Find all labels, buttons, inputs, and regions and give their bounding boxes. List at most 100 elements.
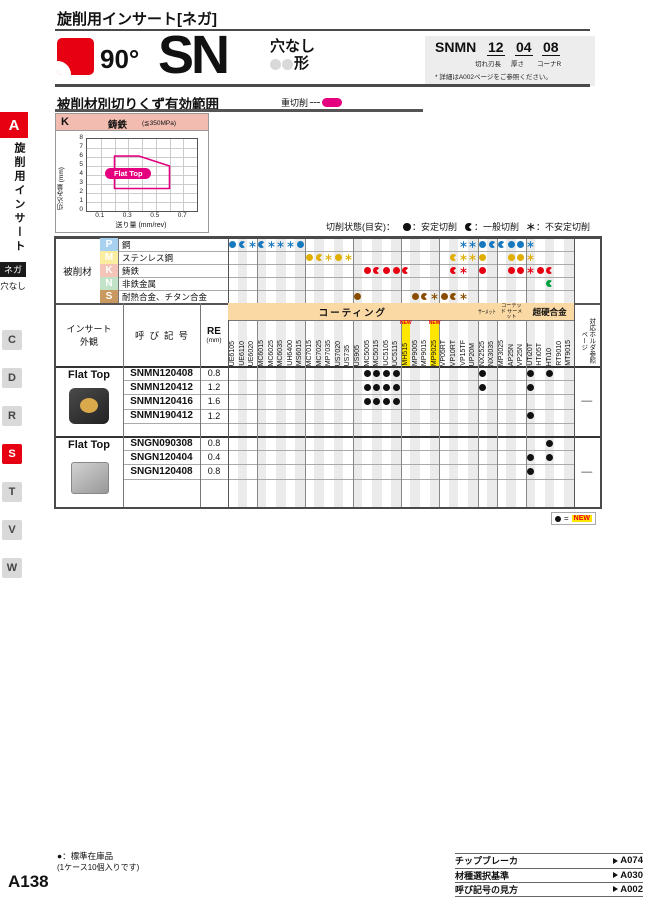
mark-stable-icon bbox=[334, 254, 342, 261]
mark-stable-icon bbox=[373, 383, 381, 391]
sidebar-tab-w[interactable]: W bbox=[2, 558, 22, 578]
table-hline bbox=[100, 251, 574, 252]
mark-general-icon bbox=[450, 267, 458, 274]
reference-link-a002[interactable]: 呼び記号の見方 A002 bbox=[455, 882, 643, 897]
mark-unstable-icon bbox=[527, 253, 534, 261]
grade-label: MP9005 bbox=[411, 339, 419, 366]
mark-general-icon bbox=[238, 241, 246, 248]
stock-note-line1: ●：標準在庫品 bbox=[57, 851, 114, 861]
grade-label: VP05RT bbox=[440, 339, 448, 366]
re-cell: 0.8 bbox=[207, 466, 221, 477]
y-tick-label: 7 bbox=[79, 143, 83, 150]
mark-stable-icon bbox=[363, 369, 371, 377]
designation-cell: SNGN090308 bbox=[130, 437, 193, 449]
heavy-cutting-leader bbox=[310, 102, 321, 103]
shape-icon-cut bbox=[57, 61, 71, 75]
sidebar-tab-nega[interactable]: ネガ bbox=[0, 262, 26, 277]
shape-suffix-row: 形 bbox=[270, 55, 315, 73]
sidebar-index-letter[interactable]: A bbox=[0, 112, 28, 138]
grade-label: MH515 bbox=[402, 343, 410, 366]
mark-stable-icon bbox=[507, 241, 515, 248]
column-stripe bbox=[276, 238, 286, 303]
column-stripe bbox=[468, 320, 478, 507]
grade-column-RT9010: RT9010 bbox=[554, 320, 564, 366]
section-title: 被削材別切りくず有効範囲 bbox=[57, 97, 219, 112]
table-vline bbox=[352, 238, 354, 507]
column-stripe bbox=[352, 320, 363, 507]
mark-stable-icon bbox=[478, 267, 486, 274]
table-hline bbox=[123, 478, 574, 480]
material-code-S: S bbox=[100, 290, 118, 303]
sidebar-tab-hole[interactable]: 穴なし bbox=[0, 280, 26, 291]
appearance-header-label: インサート外観 bbox=[66, 323, 112, 347]
mark-stable-icon bbox=[507, 254, 515, 261]
sidebar-tab-d[interactable]: D bbox=[2, 368, 22, 388]
mark-stable-icon bbox=[517, 254, 525, 261]
mark-unstable-icon bbox=[344, 253, 352, 261]
new-grade-highlight bbox=[429, 320, 440, 366]
sidebar-vertical-title: 旋削用インサート bbox=[13, 142, 25, 254]
mark-stable-icon bbox=[517, 241, 525, 248]
sidebar-tab-s[interactable]: S bbox=[2, 444, 22, 464]
insert-photo-coated bbox=[69, 388, 109, 424]
insert-photo-center bbox=[80, 398, 98, 413]
insert-appearance-group: Flat Top bbox=[55, 366, 123, 436]
mark-stable-icon bbox=[382, 369, 390, 377]
no-hole-icon bbox=[270, 58, 281, 70]
column-stripe bbox=[487, 320, 497, 507]
mark-unstable-icon bbox=[459, 292, 467, 300]
grade-label: VP10RT bbox=[450, 339, 458, 366]
sidebar-tab-t[interactable]: T bbox=[2, 482, 22, 502]
legend-symbol-wrap bbox=[465, 223, 473, 231]
re-cell: 0.4 bbox=[207, 452, 221, 463]
chart-plot-area: Flat Top bbox=[86, 138, 198, 212]
grade-label: MP9025 bbox=[430, 339, 438, 366]
grade-application-table: 被削材 P 鋼 M ステンレス鋼 K 鋳鉄 N 非鉄金属 S 耐熱合金、チタン合金 コーティング サーメ… bbox=[54, 236, 602, 509]
mark-unstable-icon bbox=[287, 240, 294, 248]
mark-unstable-icon bbox=[248, 240, 256, 248]
mark-stable-icon bbox=[507, 267, 515, 274]
table-hline bbox=[100, 290, 574, 291]
sidebar-tab-c[interactable]: C bbox=[2, 330, 22, 350]
mark-general-icon bbox=[373, 267, 381, 274]
mark-general-icon bbox=[465, 223, 473, 231]
y-tick-label: 8 bbox=[79, 134, 83, 141]
arrow-right-icon bbox=[613, 857, 619, 864]
material-code-N: N bbox=[100, 277, 118, 290]
table-vline bbox=[228, 238, 229, 507]
column-stripe bbox=[372, 320, 382, 507]
reference-link-a030[interactable]: 材種選択基準 A030 bbox=[455, 867, 643, 883]
sidebar-tab-v[interactable]: V bbox=[2, 520, 22, 540]
designation-cell: SNGN120404 bbox=[130, 451, 193, 463]
x-tick-label: 0.1 bbox=[95, 212, 105, 219]
chart-material-name: 鋳鉄 bbox=[108, 120, 128, 131]
heavy-cutting-pill-icon bbox=[322, 98, 343, 107]
table-hline bbox=[55, 436, 600, 438]
x-tick-label: 0.7 bbox=[177, 212, 187, 219]
chart-x-axis-label: 送り量 (mm/rev) bbox=[115, 222, 167, 229]
insert-shape-name: Flat Top bbox=[68, 369, 110, 381]
reference-link-a074[interactable]: チップブレーカ A074 bbox=[455, 853, 643, 868]
grade-label: MP3025 bbox=[498, 339, 506, 366]
new-badge: NEW bbox=[428, 320, 441, 326]
section-rule bbox=[55, 109, 423, 112]
holder-ref-header-label: 対応ホルダ参照ページ bbox=[579, 318, 595, 364]
grade-column-VP15TF: VP15TF bbox=[458, 320, 468, 366]
mark-unstable-icon bbox=[527, 240, 534, 248]
mark-stable-icon bbox=[392, 398, 400, 405]
insert-shape-code: SN bbox=[158, 25, 230, 85]
heavy-cutting-indicator: 重切削 bbox=[281, 96, 343, 109]
grade-label: UC5115 bbox=[392, 340, 400, 366]
legend-item: ：不安定切削 bbox=[527, 220, 590, 233]
table-vline bbox=[525, 238, 527, 507]
y-tick-label: 4 bbox=[79, 170, 83, 177]
new-legend-label: NEW bbox=[571, 515, 593, 522]
column-stripe bbox=[448, 320, 459, 507]
mark-unstable-icon bbox=[527, 266, 534, 274]
y-gridline bbox=[87, 202, 197, 203]
grade-label: MC7025 bbox=[315, 339, 323, 366]
legend-symbol-wrap bbox=[403, 223, 411, 231]
sidebar-tab-r[interactable]: R bbox=[2, 406, 22, 426]
material-name-M: ステンレス鋼 bbox=[122, 252, 174, 263]
grade-label: UH6400 bbox=[286, 340, 294, 366]
